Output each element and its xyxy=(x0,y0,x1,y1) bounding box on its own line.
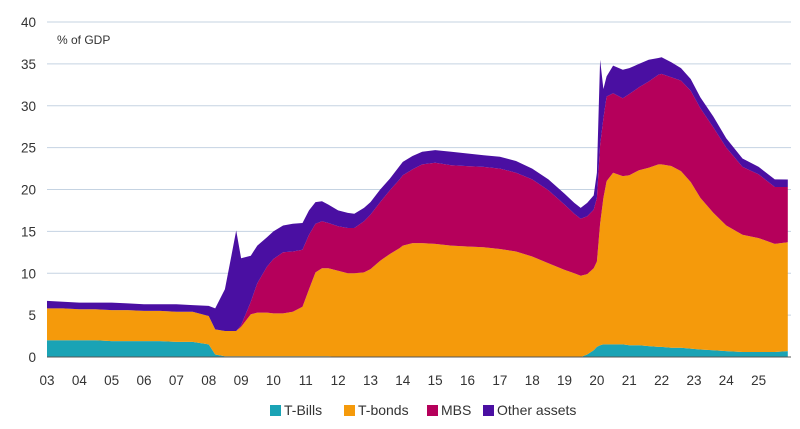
area-other-assets xyxy=(47,57,788,331)
x-tick-label: 13 xyxy=(363,373,378,388)
area-mbs xyxy=(47,73,788,332)
x-tick-label: 07 xyxy=(169,373,184,388)
x-tick-label: 20 xyxy=(589,373,604,388)
x-tick-label: 08 xyxy=(201,373,216,388)
x-tick-label: 12 xyxy=(331,373,346,388)
x-tick-label: 21 xyxy=(622,373,637,388)
legend-label: Other assets xyxy=(497,402,576,418)
y-tick-label: 0 xyxy=(28,350,36,365)
y-tick-label: 30 xyxy=(21,99,36,114)
x-tick-label: 16 xyxy=(460,373,475,388)
legend-label: T-Bills xyxy=(284,402,322,418)
x-tick-label: 03 xyxy=(39,373,54,388)
x-tick-label: 10 xyxy=(266,373,281,388)
x-tick-label: 06 xyxy=(137,373,152,388)
x-tick-label: 14 xyxy=(395,373,411,388)
y-tick-label: 25 xyxy=(21,141,36,156)
x-tick-label: 15 xyxy=(428,373,443,388)
x-tick-label: 24 xyxy=(719,373,735,388)
x-tick-label: 09 xyxy=(234,373,249,388)
x-tick-label: 25 xyxy=(751,373,766,388)
y-tick-label: 20 xyxy=(21,183,36,198)
x-tick-label: 18 xyxy=(525,373,540,388)
y-tick-label: 10 xyxy=(21,266,36,281)
legend-swatch xyxy=(344,405,355,416)
area-t-bonds xyxy=(47,164,788,357)
legend-swatch xyxy=(270,405,281,416)
x-tick-label: 23 xyxy=(686,373,701,388)
y-tick-label: 5 xyxy=(28,308,36,323)
x-tick-label: 17 xyxy=(492,373,507,388)
legend-label: MBS xyxy=(441,402,471,418)
x-tick-label: 04 xyxy=(72,373,88,388)
x-tick-label: 19 xyxy=(557,373,572,388)
legend: T-Bills T-bonds MBS Other assets xyxy=(270,402,576,418)
unit-label: % of GDP xyxy=(57,33,110,47)
x-tick-label: 22 xyxy=(654,373,669,388)
legend-swatch xyxy=(483,405,494,416)
x-tick-label: 05 xyxy=(104,373,119,388)
legend-swatch xyxy=(427,405,438,416)
area-series xyxy=(47,57,788,357)
x-tick-label: 11 xyxy=(299,373,313,388)
y-tick-label: 35 xyxy=(21,57,36,72)
y-tick-label: 15 xyxy=(21,224,36,239)
legend-label: T-bonds xyxy=(358,402,409,418)
y-tick-label: 40 xyxy=(21,15,36,30)
area-t-bills xyxy=(47,340,788,357)
